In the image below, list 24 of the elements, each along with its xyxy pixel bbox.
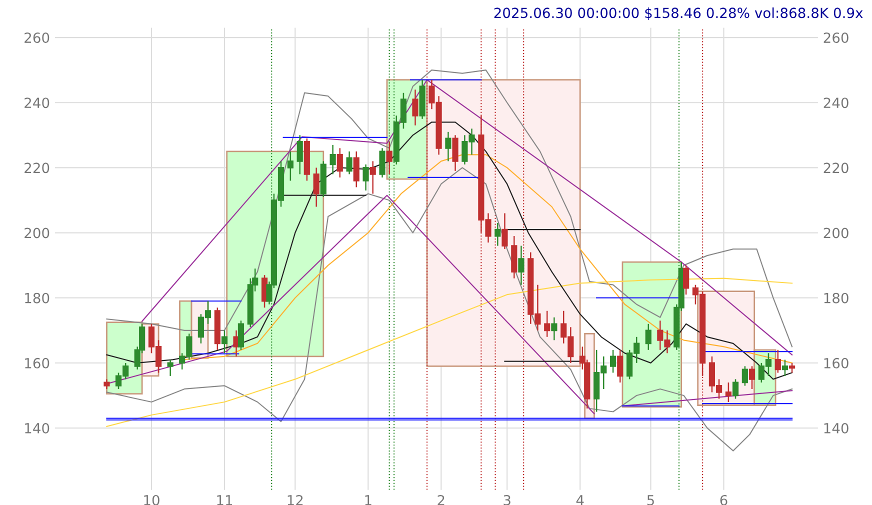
y-tick-label: 160 <box>25 358 50 368</box>
y2-tick-label: 200 <box>824 228 848 238</box>
chart-title: 2025.06.30 00:00:00 $158.46 0.28% vol:868.8K 0.9x <box>494 7 863 20</box>
x-tick-label: 2 <box>438 494 444 505</box>
y2-tick-label: 220 <box>824 162 848 174</box>
x-tick-label: 6 <box>720 494 728 505</box>
y2-tick-label: 140 <box>824 422 848 434</box>
y-tick-label: 140 <box>25 422 50 434</box>
y-tick-label: 180 <box>25 292 50 304</box>
x-tick-label: 1 <box>365 495 372 505</box>
y2-tick-label: 240 <box>824 98 848 108</box>
x-tick-label: 12 <box>288 494 303 505</box>
y-tick-label: 240 <box>24 98 50 108</box>
x-tick-label: 10 <box>144 494 160 505</box>
y-tick-label: 200 <box>24 228 50 238</box>
y2-tick-label: 260 <box>824 32 848 44</box>
y-tick-label: 220 <box>24 162 50 174</box>
x-tick-label: 3 <box>504 494 510 505</box>
y-tick-label: 260 <box>24 32 50 44</box>
x-tick-label: 5 <box>647 495 654 505</box>
y2-tick-label: 160 <box>824 358 848 368</box>
x-tick-label: 4 <box>576 495 584 505</box>
y2-tick-label: 180 <box>824 292 848 304</box>
x-tick-label: 11 <box>217 495 232 505</box>
